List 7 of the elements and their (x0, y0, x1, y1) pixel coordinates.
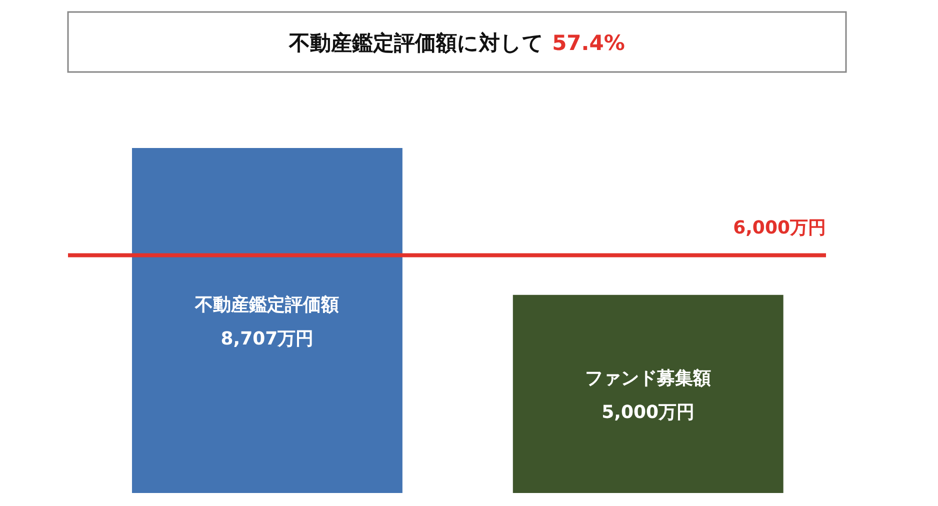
ref-line-label: 6,000万円 (733, 217, 826, 238)
text: 57.4% (552, 31, 625, 55)
x-tick-label: ファンド募集額 (585, 368, 712, 389)
data-label: 8,707万円 (220, 328, 314, 350)
data-label: 5,000万円 (602, 402, 695, 423)
chart-title: 不動産鑑定評価額に対して (288, 31, 544, 55)
x-tick-label: 不動産鑑定評価額 (194, 294, 340, 316)
